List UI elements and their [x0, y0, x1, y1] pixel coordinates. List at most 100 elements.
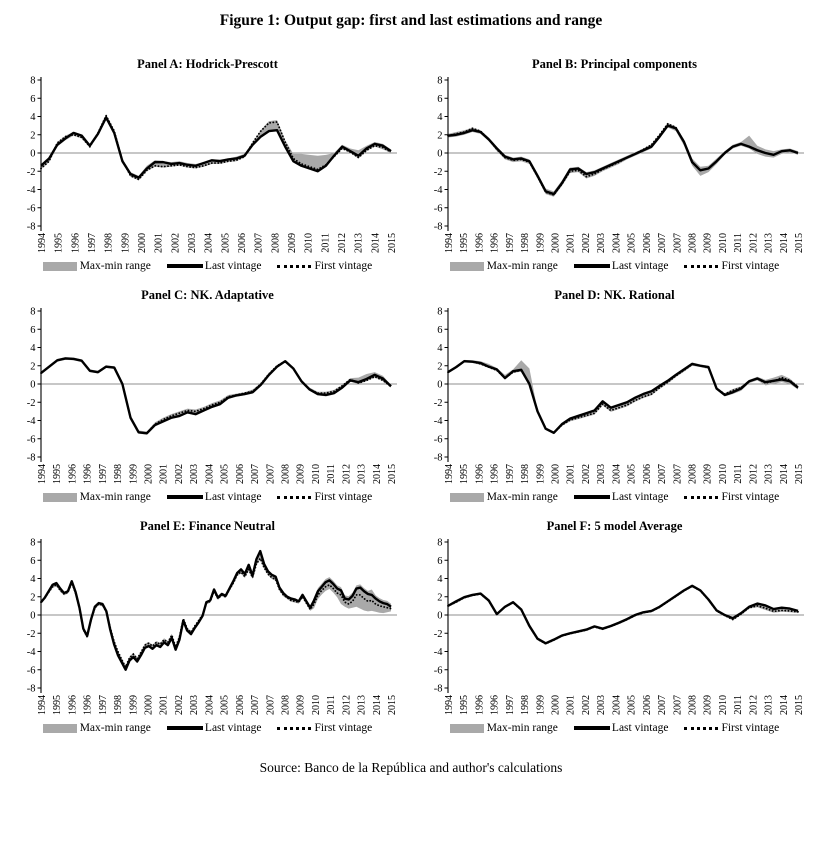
panel-c-title: Panel C: NK. Adaptative — [141, 288, 274, 302]
svg-text:2013: 2013 — [353, 233, 364, 253]
legend-group-max-min: Max-min range — [42, 722, 151, 734]
svg-text:2007: 2007 — [253, 233, 264, 253]
panel-d: Panel D: NK. Rational 8 6 4 2 0 -2 -4 -6 -8 1994 1… — [411, 287, 818, 505]
max-min-range-swatch — [42, 723, 77, 733]
svg-text:1995: 1995 — [53, 233, 64, 253]
svg-text:4: 4 — [30, 112, 36, 123]
svg-text:2011: 2011 — [733, 464, 744, 484]
legend-label-last: Last vintage — [204, 491, 262, 503]
legend-group-last: Last vintage — [573, 722, 668, 734]
svg-text:1995: 1995 — [459, 695, 470, 715]
svg-text:1994: 1994 — [444, 464, 455, 484]
svg-text:1998: 1998 — [113, 464, 124, 484]
legend-label-max-min: Max-min range — [486, 260, 558, 272]
svg-text:2007: 2007 — [657, 233, 668, 253]
svg-text:-6: -6 — [26, 434, 35, 445]
svg-text:1999: 1999 — [535, 695, 546, 715]
panel-b: Panel B: Principal components 8 6 4 2 0 -2 -4 -… — [411, 56, 818, 274]
svg-text:6: 6 — [30, 325, 35, 336]
svg-text:2000: 2000 — [550, 464, 561, 484]
svg-text:-8: -8 — [26, 684, 35, 695]
svg-text:2004: 2004 — [611, 233, 622, 253]
svg-text:4: 4 — [30, 574, 36, 585]
svg-text:2013: 2013 — [356, 464, 367, 484]
svg-text:-4: -4 — [26, 647, 35, 658]
svg-text:2011: 2011 — [733, 695, 744, 715]
max-min-range-swatch — [449, 492, 484, 502]
svg-text:1994: 1994 — [37, 695, 48, 715]
legend-group-max-min: Max-min range — [449, 491, 558, 503]
svg-text:2012: 2012 — [341, 695, 352, 715]
svg-text:1996: 1996 — [82, 695, 93, 715]
svg-text:1997: 1997 — [504, 464, 515, 484]
svg-text:4: 4 — [437, 574, 443, 585]
svg-text:1999: 1999 — [535, 464, 546, 484]
svg-text:1996: 1996 — [489, 695, 500, 715]
svg-text:2010: 2010 — [310, 464, 321, 484]
svg-text:-2: -2 — [433, 398, 442, 409]
svg-text:0: 0 — [30, 149, 35, 160]
svg-text:1996: 1996 — [489, 233, 500, 253]
legend-group-first: First vintage — [277, 491, 372, 503]
svg-text:2008: 2008 — [687, 695, 698, 715]
svg-text:1996: 1996 — [474, 233, 485, 253]
svg-text:2000: 2000 — [143, 464, 154, 484]
svg-text:6: 6 — [30, 94, 35, 105]
svg-text:8: 8 — [30, 76, 35, 87]
svg-text:-2: -2 — [433, 629, 442, 640]
svg-text:2: 2 — [437, 361, 442, 372]
svg-text:8: 8 — [437, 538, 442, 549]
svg-text:2002: 2002 — [173, 695, 184, 715]
svg-text:2003: 2003 — [189, 695, 200, 715]
svg-text:4: 4 — [30, 343, 36, 354]
svg-text:2009: 2009 — [295, 464, 306, 484]
svg-text:2003: 2003 — [596, 464, 607, 484]
svg-text:1997: 1997 — [97, 695, 108, 715]
svg-text:2001: 2001 — [565, 233, 576, 253]
svg-text:-6: -6 — [26, 665, 35, 676]
svg-text:-4: -4 — [433, 647, 442, 658]
first-vintage-swatch — [277, 495, 312, 499]
svg-text:2000: 2000 — [143, 695, 154, 715]
svg-text:1998: 1998 — [113, 695, 124, 715]
panel-f-title: Panel F: 5 model Average — [546, 519, 683, 533]
svg-text:2002: 2002 — [173, 464, 184, 484]
svg-text:8: 8 — [30, 307, 35, 318]
legend-group-last: Last vintage — [573, 260, 669, 272]
panel-b-title: Panel B: Principal components — [532, 57, 697, 71]
legend-label-last: Last vintage — [204, 722, 262, 734]
svg-text:0: 0 — [437, 380, 442, 391]
svg-text:4: 4 — [437, 343, 443, 354]
svg-text:2004: 2004 — [611, 464, 622, 484]
svg-text:2006: 2006 — [237, 233, 248, 253]
svg-text:1997: 1997 — [504, 695, 515, 715]
svg-text:2013: 2013 — [763, 695, 774, 715]
legend-label-max-min: Max-min range — [486, 491, 558, 503]
svg-text:2000: 2000 — [550, 233, 561, 253]
legend-label-max-min: Max-min range — [79, 722, 151, 734]
svg-text:6: 6 — [437, 94, 442, 105]
first-vintage-swatch — [684, 726, 719, 730]
svg-text:2012: 2012 — [341, 464, 352, 484]
legend-group-first: First vintage — [277, 260, 372, 272]
svg-text:2007: 2007 — [657, 464, 668, 484]
svg-text:-4: -4 — [26, 416, 35, 427]
figure-title: Figure 1: Output gap: first and last est… — [219, 12, 603, 29]
svg-text:2006: 2006 — [641, 233, 652, 253]
last-vintage-swatch — [573, 495, 610, 499]
svg-text:1996: 1996 — [67, 695, 78, 715]
legend-group-first: First vintage — [684, 722, 779, 734]
max-min-range-swatch — [42, 492, 77, 502]
first-vintage-swatch — [277, 726, 312, 730]
svg-text:1997: 1997 — [97, 464, 108, 484]
svg-text:2002: 2002 — [580, 233, 591, 253]
svg-text:2001: 2001 — [158, 464, 169, 484]
legend-label-last: Last vintage — [611, 260, 669, 272]
svg-text:2007: 2007 — [672, 695, 683, 715]
svg-text:-8: -8 — [26, 453, 35, 464]
panels-grid: Panel A: Hodrick-Prescott 8 6 4 2 0 -2 -4 -6 -8 1… — [4, 56, 818, 736]
svg-text:2013: 2013 — [763, 464, 774, 484]
svg-text:2005: 2005 — [626, 695, 637, 715]
